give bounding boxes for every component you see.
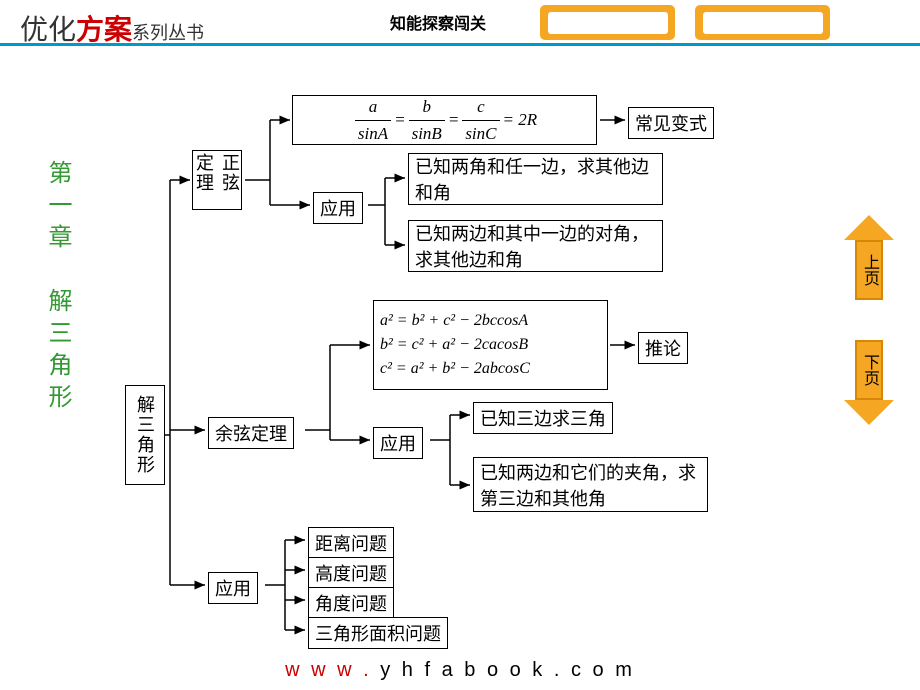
sine-app-1: 已知两角和任一边，求其他边和角 <box>408 153 663 205</box>
arrow-down-icon <box>844 400 894 425</box>
nav-up-label: 上页 <box>855 240 883 300</box>
footer-domain: y h f a b o o k . c o m <box>372 659 635 681</box>
app-item-4: 三角形面积问题 <box>308 617 448 649</box>
cosine-app-label: 应用 <box>373 427 423 459</box>
tab-inner <box>548 12 668 34</box>
prev-page-button[interactable]: 上页 <box>840 215 900 305</box>
arrow-up-icon <box>844 215 894 240</box>
tab-inner <box>703 12 823 34</box>
nav-down-label: 下页 <box>855 340 883 400</box>
sine-node: 正弦定理 <box>192 150 242 210</box>
logo-suffix: 系列丛书 <box>132 23 204 43</box>
sine-app-2: 已知两边和其中一边的对角，求其他边和角 <box>408 220 663 272</box>
root-node: 解三角形 <box>125 385 165 485</box>
footer-url: w w w . y h f a b o o k . c o m <box>0 659 920 682</box>
concept-diagram: 解三角形 正弦定理 asinA = bsinB = csinC = 2R 常见变… <box>110 85 760 645</box>
logo: 优化方案系列丛书 <box>20 8 204 48</box>
apps-node: 应用 <box>208 572 258 604</box>
sine-result: 常见变式 <box>628 107 714 139</box>
logo-highlight: 方案 <box>76 15 132 46</box>
header-title: 知能探察闯关 <box>390 10 486 34</box>
cosine-app-1: 已知三边求三角 <box>473 402 613 434</box>
app-item-2: 高度问题 <box>308 557 394 589</box>
header-divider <box>0 43 920 46</box>
cosine-app-2: 已知两边和它们的夹角，求第三边和其他角 <box>473 457 708 512</box>
app-item-3: 角度问题 <box>308 587 394 619</box>
sine-app-label: 应用 <box>313 192 363 224</box>
cosine-node: 余弦定理 <box>208 417 294 449</box>
cosine-result: 推论 <box>638 332 688 364</box>
cosine-formula: a² = b² + c² − 2bccosA b² = c² + a² − 2c… <box>373 300 608 390</box>
chapter-title: 第一章 解三角形 <box>40 160 75 416</box>
footer-www: w w w . <box>285 659 372 681</box>
app-item-1: 距离问题 <box>308 527 394 559</box>
logo-prefix: 优化 <box>20 15 76 46</box>
next-page-button[interactable]: 下页 <box>840 335 900 425</box>
tab-placeholder-1[interactable] <box>540 5 675 40</box>
sine-formula: asinA = bsinB = csinC = 2R <box>292 95 597 145</box>
tab-placeholder-2[interactable] <box>695 5 830 40</box>
